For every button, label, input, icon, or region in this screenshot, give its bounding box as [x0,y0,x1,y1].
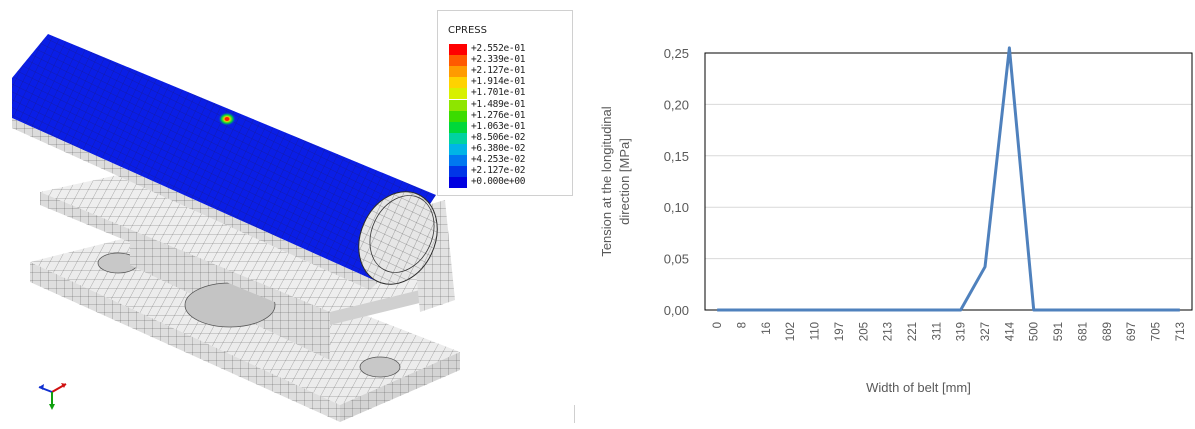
x-axis-label: Width of belt [mm] [866,380,971,395]
x-tick-label: 16 [761,322,773,335]
legend-value-label: +1.276e-01 [471,109,526,121]
x-tick-label: 0 [712,322,724,328]
x-tick-label: 414 [1004,321,1016,341]
y-tick-labels: 0,00 0,05 0,10 0,15 0,20 0,25 [664,46,689,318]
y-axis-label-line-1: Tension at the longitudinal [599,106,614,256]
legend-swatch [449,55,467,67]
y-tick-label: 0,05 [664,252,689,267]
x-tick-label: 319 [956,322,968,341]
legend-swatch [449,121,467,133]
legend-value-label: +0.000e+00 [471,176,526,188]
legend-value-label: +2.552e-01 [471,43,526,54]
panel-divider [574,405,575,423]
legend-swatch [449,132,467,144]
x-tick-label: 705 [1150,322,1162,341]
x-tick-label: 213 [883,322,895,341]
legend-value-label: +1.701e-01 [471,87,526,99]
pipe [12,34,438,290]
y-tick-label: 0,00 [664,303,689,318]
legend-value-label: +1.063e-01 [471,120,526,132]
line-chart: 0,00 0,05 0,10 0,15 0,20 0,25 0 8 16 102 110 197 20… [599,46,1193,395]
coordinate-triad-icon[interactable] [38,383,67,410]
support-web [130,235,330,360]
y-tick-label: 0,10 [664,200,689,215]
cpress-legend: CPRESS +2.552e-01 +2.339e-01 +2.127e-01 +1.… [437,10,573,196]
legend-value-label: +2.127e-02 [471,165,526,177]
y-tick-label: 0,20 [664,97,689,112]
legend-swatch [449,44,467,55]
y-axis-label-line-2: direction [MPa] [617,138,632,225]
legend-value-label: +4.253e-02 [471,154,526,165]
y-tick-label: 0,25 [664,46,689,61]
x-tick-label: 500 [1029,322,1041,341]
x-tick-label: 102 [785,322,797,341]
legend-swatch [449,110,467,122]
legend-swatch [449,155,467,166]
legend-value-label: +8.506e-02 [471,131,526,143]
x-tick-label: 221 [907,322,919,341]
series-lines [717,46,1180,312]
legend-value-label: +6.380e-02 [471,142,526,154]
x-tick-labels: 0 8 16 102 110 197 205 213 221 311 319 327 414 500 591… [712,321,1187,341]
fea-model-panel: CPRESS +2.552e-01 +2.339e-01 +2.127e-01 +1.… [0,0,575,425]
grid-lines [705,52,1192,260]
legend-swatch [449,99,467,111]
legend-swatch [449,177,467,189]
legend-swatch [449,77,467,89]
x-tick-label: 681 [1077,322,1089,341]
y-tick-label: 0,15 [664,149,689,164]
series-line [717,46,1180,312]
x-tick-label: 591 [1053,322,1065,341]
legend-swatch [449,143,467,155]
legend-value-label: +2.339e-01 [471,54,526,66]
x-tick-label: 697 [1126,322,1138,341]
x-tick-label: 110 [810,322,822,340]
legend-swatch [449,166,467,178]
legend-swatch [449,66,467,78]
x-tick-label: 8 [737,322,749,328]
legend-value-label: +1.489e-01 [471,98,526,110]
x-tick-label: 689 [1102,322,1114,341]
x-tick-label: 327 [980,322,992,341]
legend-title: CPRESS [448,25,487,36]
legend-value-label: +2.127e-01 [471,65,526,77]
legend-value-label: +1.914e-01 [471,76,526,88]
plot-area-border [704,52,1193,311]
x-tick-label: 197 [834,322,846,341]
x-tick-label: 311 [931,322,943,340]
x-tick-label: 713 [1175,322,1187,341]
fea-model-render [12,34,460,422]
legend-swatch [449,88,467,100]
chart-panel: 0,00 0,05 0,10 0,15 0,20 0,25 0 8 16 102 110 197 20… [580,0,1195,425]
x-tick-label: 205 [858,322,870,341]
